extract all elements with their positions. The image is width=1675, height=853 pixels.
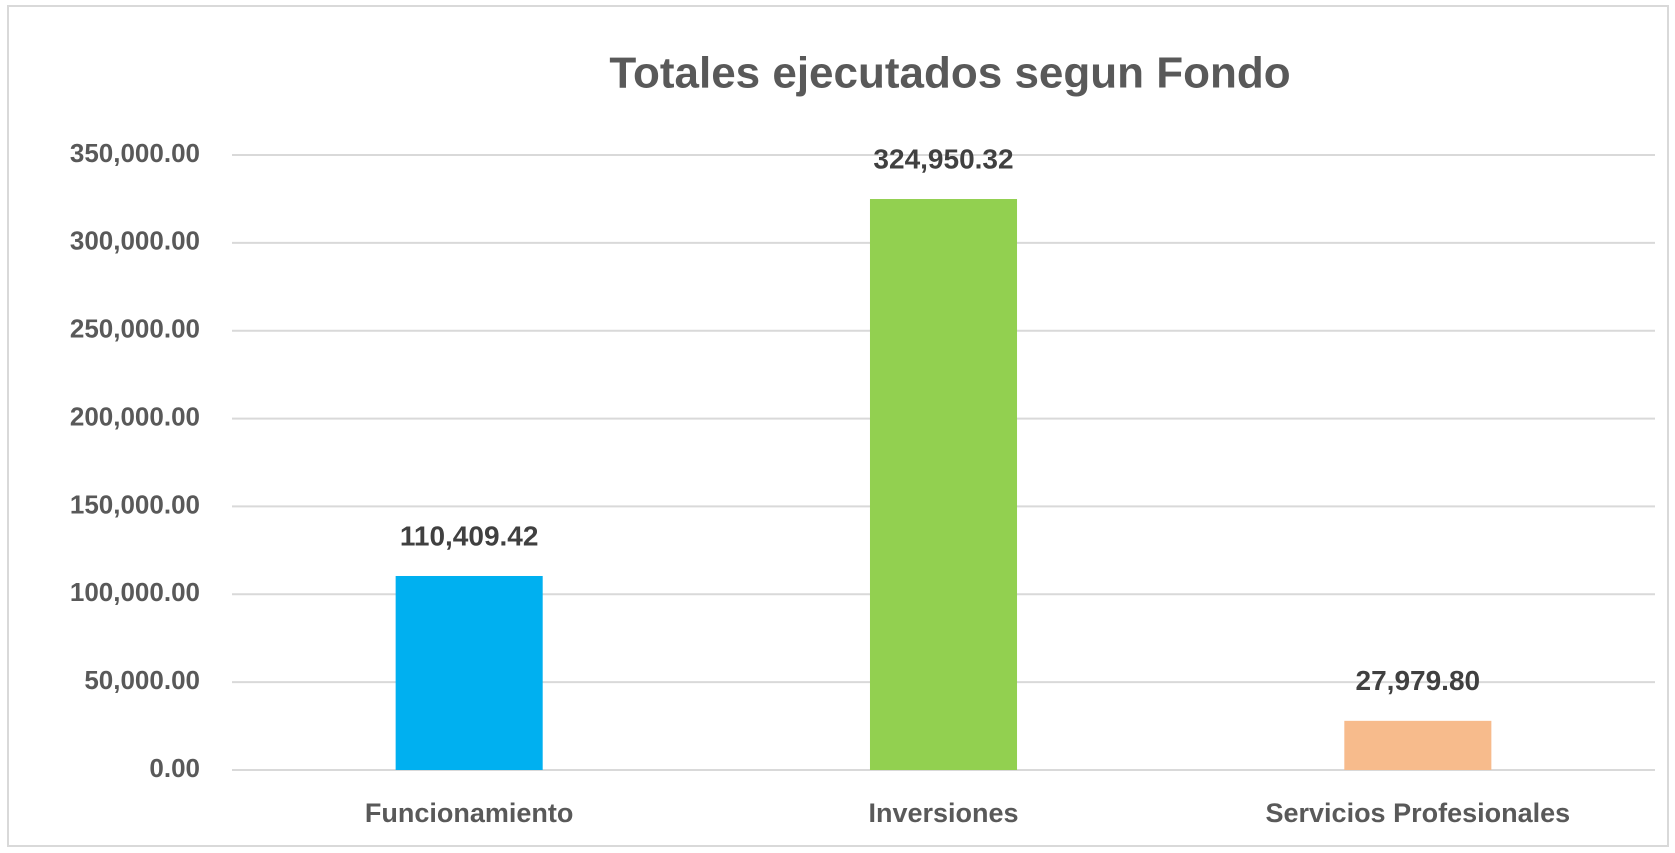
y-tick-label: 300,000.00 (70, 226, 200, 256)
y-tick-label: 0.00 (149, 753, 200, 783)
y-tick-label: 50,000.00 (84, 665, 200, 695)
x-tick-label: Servicios Profesionales (1266, 798, 1571, 828)
data-label: 27,979.80 (1356, 665, 1481, 696)
y-tick-label: 250,000.00 (70, 314, 200, 344)
y-tick-label: 100,000.00 (70, 577, 200, 607)
data-label: 324,950.32 (873, 143, 1013, 174)
chart-border (7, 5, 1669, 847)
bar (395, 575, 543, 770)
y-tick-label: 350,000.00 (70, 138, 200, 168)
y-tick-label: 150,000.00 (70, 489, 200, 519)
data-label: 110,409.42 (400, 520, 539, 551)
y-tick-label: 200,000.00 (70, 401, 200, 431)
chart-title: Totales ejecutados segun Fondo (609, 49, 1290, 98)
x-tick-label: Funcionamiento (365, 798, 574, 828)
x-tick-label: Inversiones (868, 798, 1018, 828)
bar (869, 199, 1018, 770)
bar (1344, 720, 1492, 770)
